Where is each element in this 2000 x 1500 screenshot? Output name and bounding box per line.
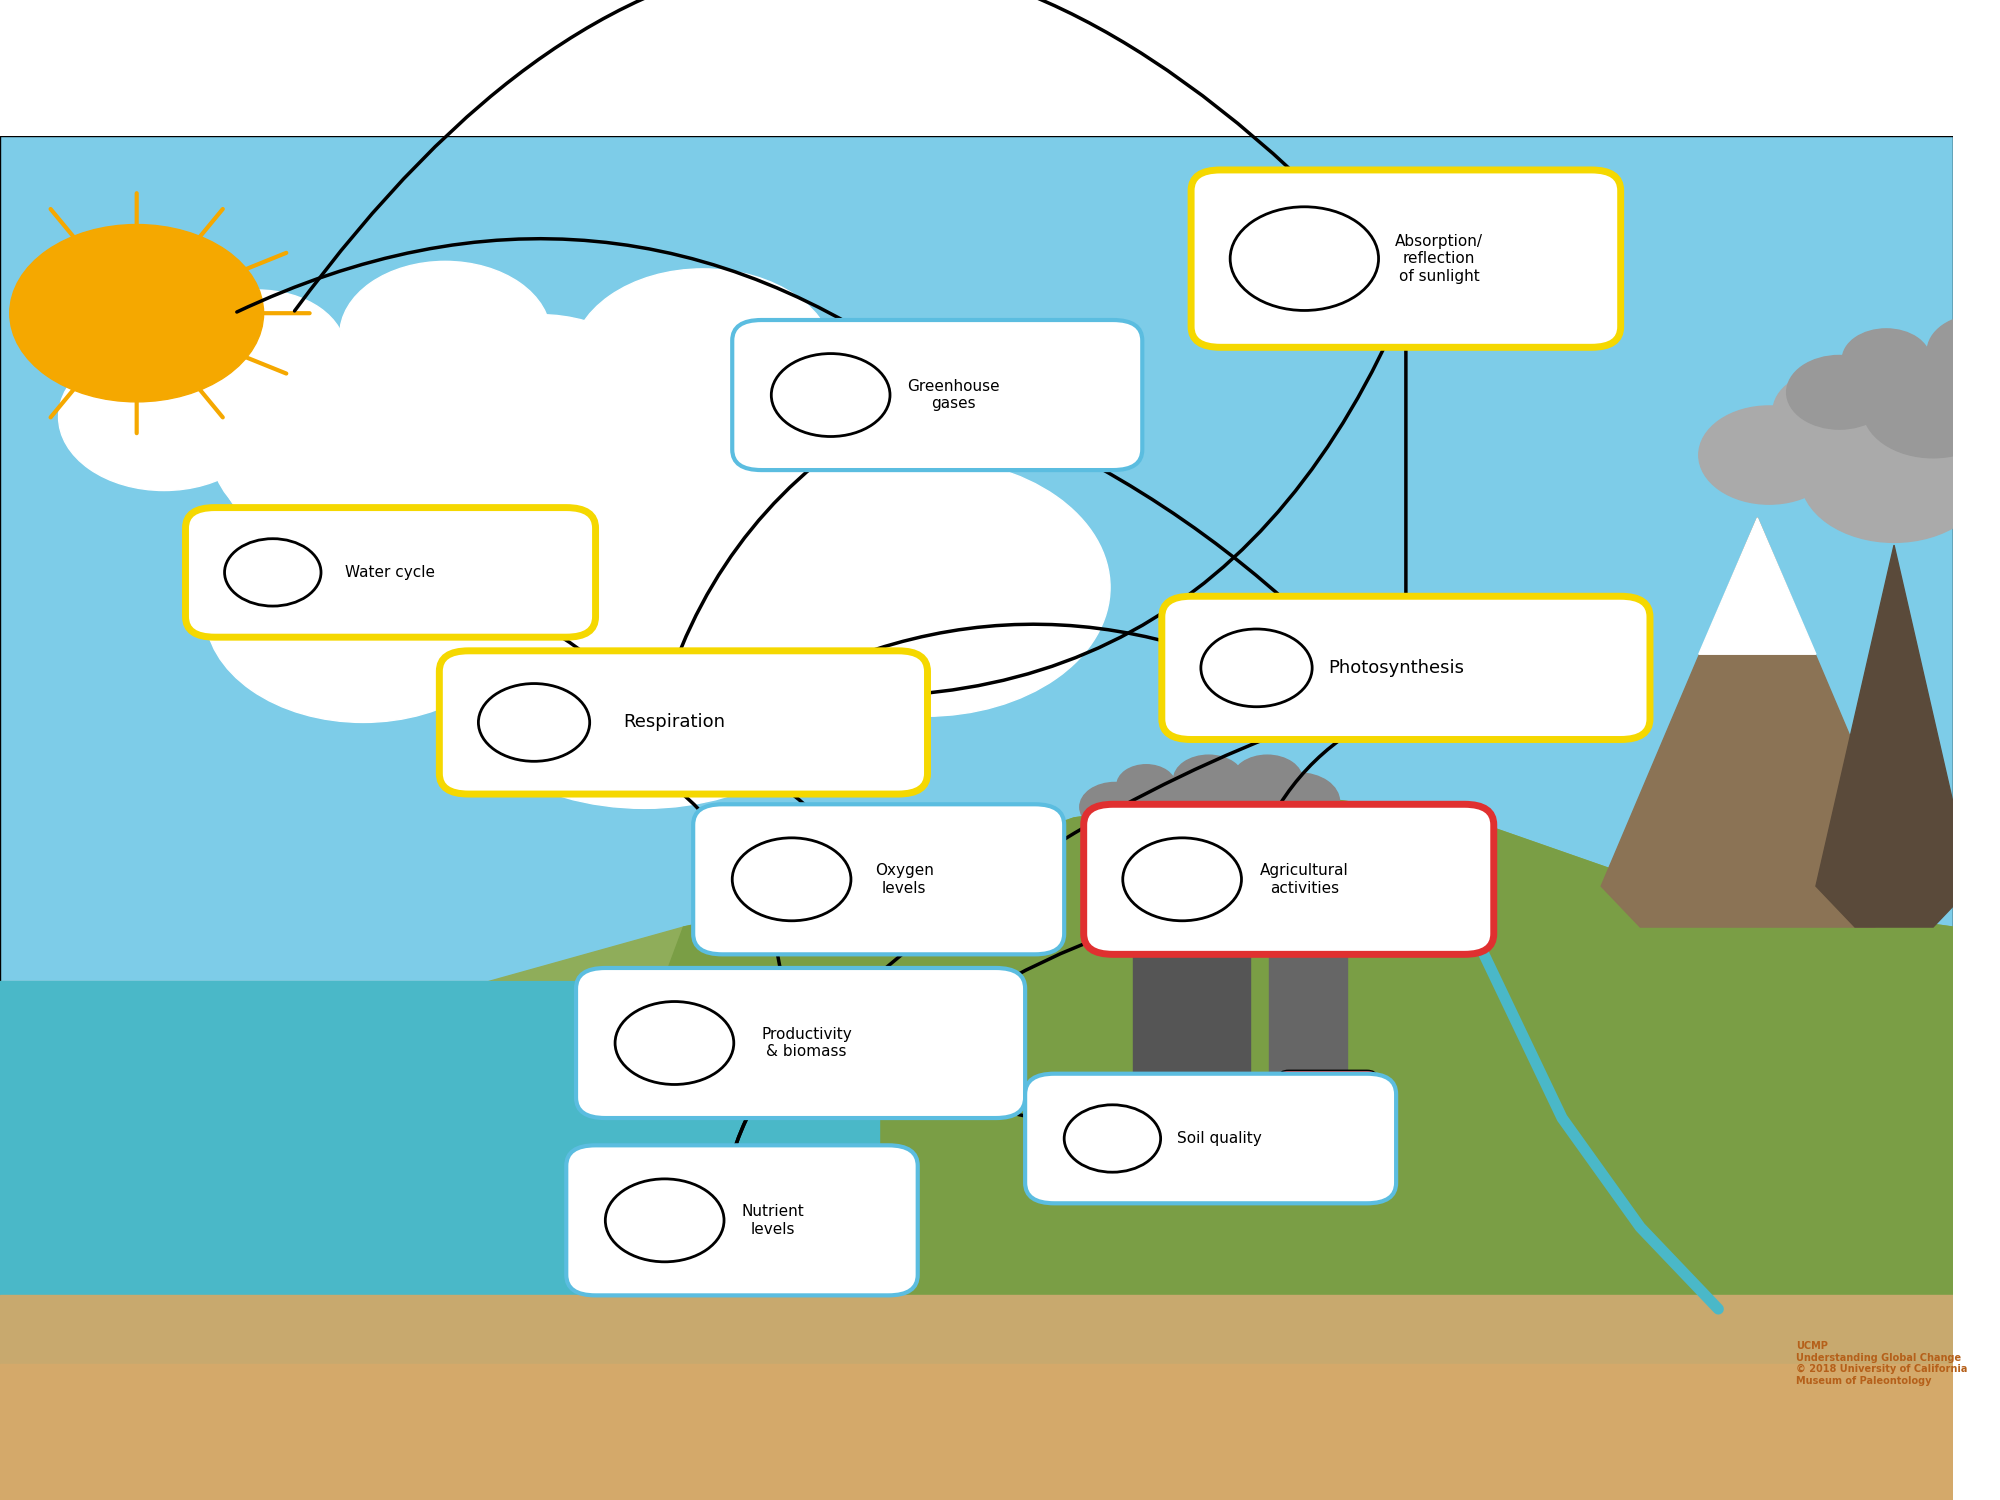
Circle shape [1064,1106,1160,1172]
FancyBboxPatch shape [0,136,1952,1500]
Circle shape [772,354,890,436]
Circle shape [10,225,264,402]
Circle shape [410,381,762,627]
Circle shape [170,290,346,412]
Circle shape [358,304,578,458]
Polygon shape [546,790,1952,1500]
Circle shape [1190,784,1282,850]
FancyBboxPatch shape [1026,1074,1396,1203]
Circle shape [1842,328,1930,390]
Text: Oxygen
levels: Oxygen levels [874,862,934,895]
Circle shape [624,531,860,694]
Circle shape [616,1002,734,1084]
Circle shape [224,538,322,606]
Circle shape [1232,754,1302,804]
Circle shape [1258,772,1340,830]
Polygon shape [1602,518,1914,927]
Polygon shape [1816,544,1972,927]
Bar [1220,873,1250,954]
Circle shape [206,501,522,723]
Circle shape [666,336,974,550]
Circle shape [478,684,590,762]
Text: Photosynthesis: Photosynthesis [1328,658,1464,676]
Circle shape [1174,754,1244,804]
Circle shape [1198,772,1280,830]
Circle shape [372,422,636,606]
Circle shape [742,459,1110,717]
Circle shape [1698,406,1840,504]
Circle shape [1772,370,1890,453]
FancyBboxPatch shape [186,507,596,638]
Circle shape [220,370,484,555]
Text: Greenhouse
gases: Greenhouse gases [906,380,1000,411]
FancyBboxPatch shape [576,968,1026,1118]
FancyBboxPatch shape [732,320,1142,470]
Polygon shape [0,1364,1952,1500]
Polygon shape [0,981,878,1500]
Circle shape [1786,356,1892,429]
Text: Productivity
& biomass: Productivity & biomass [762,1028,852,1059]
Circle shape [1122,839,1242,921]
Polygon shape [0,981,820,1390]
Text: Nutrient
levels: Nutrient levels [742,1204,804,1236]
Bar [1162,873,1192,954]
Circle shape [434,513,856,808]
Circle shape [1862,360,2000,458]
Text: Absorption/
reflection
of sunlight: Absorption/ reflection of sunlight [1396,234,1484,284]
FancyBboxPatch shape [1162,597,1650,740]
Circle shape [1116,765,1176,806]
FancyBboxPatch shape [566,1146,918,1296]
Circle shape [416,315,662,486]
Circle shape [1200,628,1312,706]
FancyBboxPatch shape [1278,1071,1376,1118]
Bar [1132,954,1250,1118]
Bar [1270,954,1348,1090]
Text: Water cycle: Water cycle [344,566,434,580]
Circle shape [1138,783,1208,831]
Circle shape [58,344,270,490]
Circle shape [340,261,550,408]
Polygon shape [0,790,1952,1500]
Circle shape [1800,411,1988,543]
FancyBboxPatch shape [1192,170,1620,348]
Circle shape [1886,351,2000,450]
Circle shape [796,501,1000,644]
FancyBboxPatch shape [440,651,928,794]
Text: Agricultural
activities: Agricultural activities [1260,862,1348,895]
FancyBboxPatch shape [1084,804,1494,954]
FancyBboxPatch shape [694,804,1064,954]
Circle shape [1080,783,1150,831]
Circle shape [732,456,908,579]
Polygon shape [0,1296,1952,1500]
Text: Respiration: Respiration [624,714,726,732]
Circle shape [732,839,850,921]
Circle shape [1966,340,2000,427]
Circle shape [1938,387,2000,501]
Polygon shape [1698,518,1816,654]
Circle shape [210,351,492,548]
Circle shape [606,1179,724,1262]
Circle shape [626,378,944,600]
Circle shape [1230,207,1378,310]
Text: UCMP
Understanding Global Change
© 2018 University of California
Museum of Paleo: UCMP Understanding Global Change © 2018 … [1796,1341,1968,1386]
Circle shape [1928,315,2000,388]
Circle shape [590,480,738,582]
Circle shape [1176,765,1234,806]
Circle shape [1130,784,1224,850]
Text: Soil quality: Soil quality [1178,1131,1262,1146]
Circle shape [572,268,834,453]
Circle shape [498,525,674,648]
